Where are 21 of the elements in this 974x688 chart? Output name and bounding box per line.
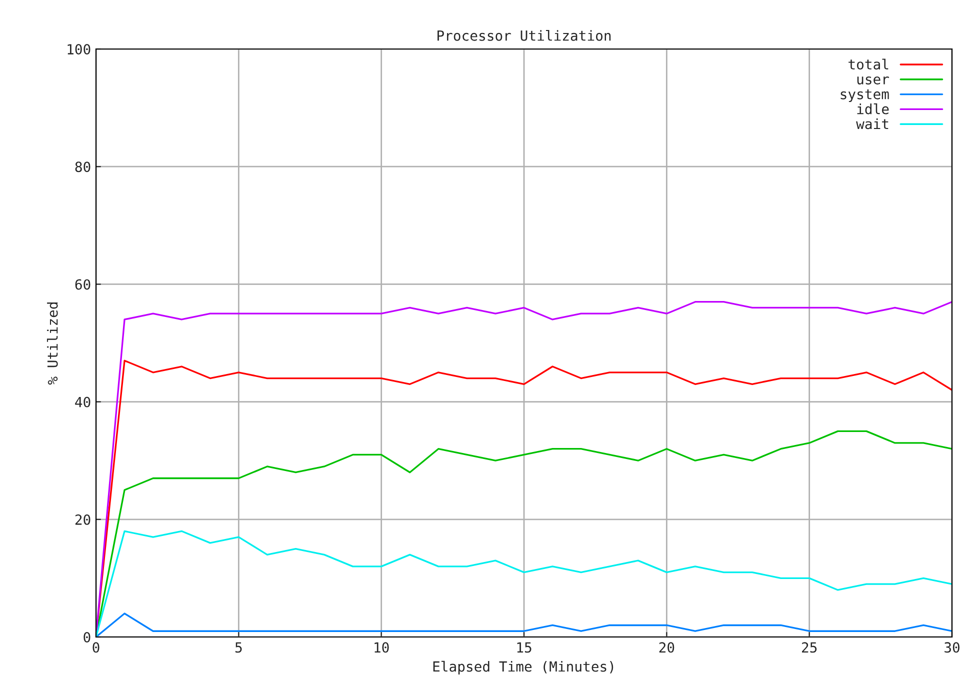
y-tick-label: 60 — [75, 279, 90, 290]
legend-label: system — [840, 89, 889, 102]
chart-title: Processor Utilization — [438, 30, 611, 41]
x-tick-label: 30 — [944, 642, 960, 653]
legend-label: wait — [856, 118, 888, 130]
x-tick-label: 5 — [235, 642, 242, 653]
x-tick-label: 25 — [802, 642, 817, 653]
y-tick-label: 0 — [84, 632, 90, 643]
y-tick-label: 20 — [75, 514, 90, 525]
x-tick-label: 10 — [374, 642, 389, 653]
x-tick-label: 15 — [517, 642, 532, 653]
x-axis-title: Elapsed Time (Minutes) — [433, 660, 614, 674]
x-tick-label: 0 — [92, 642, 100, 653]
legend-label: idle — [857, 103, 889, 114]
x-tick-label: 20 — [659, 642, 674, 653]
y-tick-label: 80 — [75, 162, 90, 172]
y-axis-title: % Utilized — [46, 302, 58, 385]
legend-label: total — [848, 58, 888, 70]
y-tick-label: 100 — [68, 44, 90, 55]
legend-label: user — [857, 76, 889, 84]
y-tick-label: 40 — [75, 396, 90, 408]
